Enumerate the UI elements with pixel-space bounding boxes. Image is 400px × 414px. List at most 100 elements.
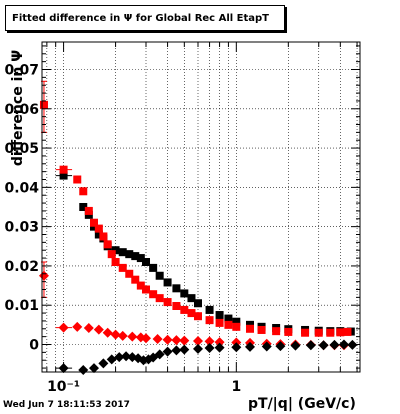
y-tick-label: 0.07 — [4, 63, 39, 79]
data-point-square — [107, 250, 116, 259]
data-point-square — [284, 327, 293, 336]
data-point-square — [94, 230, 103, 239]
data-point-diamond — [171, 335, 182, 346]
data-point-square — [59, 165, 68, 174]
data-point-diamond — [204, 343, 215, 354]
chart-title: Fitted difference in Ψ for Global Rec Al… — [12, 12, 270, 24]
data-point-diamond — [78, 365, 89, 376]
data-point-square — [172, 302, 181, 310]
data-point-diamond — [121, 351, 132, 362]
plot-frame — [41, 41, 361, 373]
data-point-diamond — [338, 339, 349, 350]
data-point-square — [73, 175, 82, 184]
data-point-square — [141, 285, 150, 294]
data-point-square — [205, 305, 214, 314]
chart-title-box: Fitted difference in Ψ for Global Rec Al… — [5, 5, 285, 31]
data-point-square — [187, 294, 196, 303]
data-point-diamond — [318, 340, 329, 351]
y-tick-label: 0.02 — [4, 259, 39, 275]
data-point-diamond — [114, 352, 125, 363]
axes-frame — [41, 41, 361, 373]
footer-timestamp: Wed Jun 7 18:11:53 2017 — [3, 400, 130, 410]
data-point-diamond — [152, 334, 163, 344]
y-tick-label: 0.05 — [4, 141, 39, 157]
data-point-diamond — [179, 344, 190, 355]
data-point-diamond — [162, 334, 173, 345]
data-point-diamond — [290, 340, 301, 351]
data-point-diamond — [192, 335, 203, 346]
data-point-square — [118, 263, 127, 272]
data-point-square — [272, 327, 281, 336]
data-point-diamond — [214, 337, 225, 348]
data-point-square — [149, 263, 158, 272]
data-point-square — [136, 254, 145, 263]
data-point-square — [301, 328, 310, 337]
data-point-square — [215, 318, 224, 327]
data-point-square — [187, 309, 196, 318]
data-point-diamond — [179, 335, 190, 346]
y-tick-label: 0.01 — [4, 298, 39, 314]
data-point-square — [314, 328, 323, 337]
data-point-square — [84, 206, 93, 215]
data-point-diamond — [88, 363, 99, 374]
data-point-square — [336, 328, 345, 337]
data-point-diamond — [192, 343, 203, 354]
data-point-square — [193, 299, 202, 308]
data-point-square — [163, 298, 172, 307]
data-point-square — [125, 250, 134, 259]
data-point-diamond — [93, 324, 104, 335]
data-point-diamond — [171, 345, 182, 356]
y-tick-label: 0.06 — [4, 102, 39, 118]
data-point-square — [103, 240, 112, 249]
data-point-square — [118, 248, 127, 257]
data-point-square — [224, 320, 233, 329]
data-point-square — [59, 171, 68, 180]
data-point-square — [215, 311, 224, 320]
data-point-square — [125, 269, 134, 278]
data-point-diamond — [261, 341, 272, 352]
data-point-square — [232, 317, 241, 326]
data-point-square — [39, 100, 48, 109]
data-markers — [38, 80, 358, 376]
data-point-square — [257, 325, 266, 334]
y-tick-label: 0.03 — [4, 220, 39, 236]
data-point-diamond — [214, 342, 225, 353]
data-point-square — [141, 258, 150, 266]
data-point-diamond — [275, 341, 286, 352]
data-point-diamond — [106, 354, 117, 365]
data-point-square — [224, 314, 233, 323]
data-point-square — [172, 284, 181, 293]
x-tick-label: 1 — [231, 379, 241, 395]
data-point-diamond — [204, 336, 215, 347]
data-point-square — [94, 224, 103, 233]
data-point-square — [99, 232, 108, 241]
data-point-square — [155, 294, 164, 303]
data-point-square — [111, 258, 120, 266]
data-point-square — [136, 281, 145, 290]
data-point-diamond — [102, 327, 113, 338]
data-point-square — [89, 218, 98, 227]
data-point-square — [79, 203, 88, 211]
data-point-square — [343, 327, 352, 336]
tick-marks — [42, 42, 360, 372]
data-point-square — [180, 289, 189, 298]
data-point-diamond — [72, 321, 83, 332]
data-point-diamond — [162, 346, 173, 357]
data-point-diamond — [98, 358, 109, 369]
data-point-diamond — [117, 330, 128, 341]
data-point-diamond — [305, 340, 316, 351]
y-tick-label: 0.04 — [4, 180, 39, 196]
data-point-diamond — [110, 329, 121, 340]
data-point-diamond — [83, 323, 94, 333]
data-point-square — [163, 278, 172, 287]
tick-labels: 0 0.01 0.02 0.03 0.04 0.05 0.06 0.07 10⁻¹ 1 — [4, 63, 241, 396]
data-point-square — [205, 316, 214, 325]
data-point-square — [149, 290, 158, 299]
data-point-square — [131, 275, 140, 284]
data-point-diamond — [38, 270, 49, 281]
data-point-diamond — [244, 341, 255, 352]
data-point-square — [155, 271, 164, 280]
data-point-square — [326, 328, 335, 337]
x-tick-label: 10⁻¹ — [47, 379, 80, 395]
